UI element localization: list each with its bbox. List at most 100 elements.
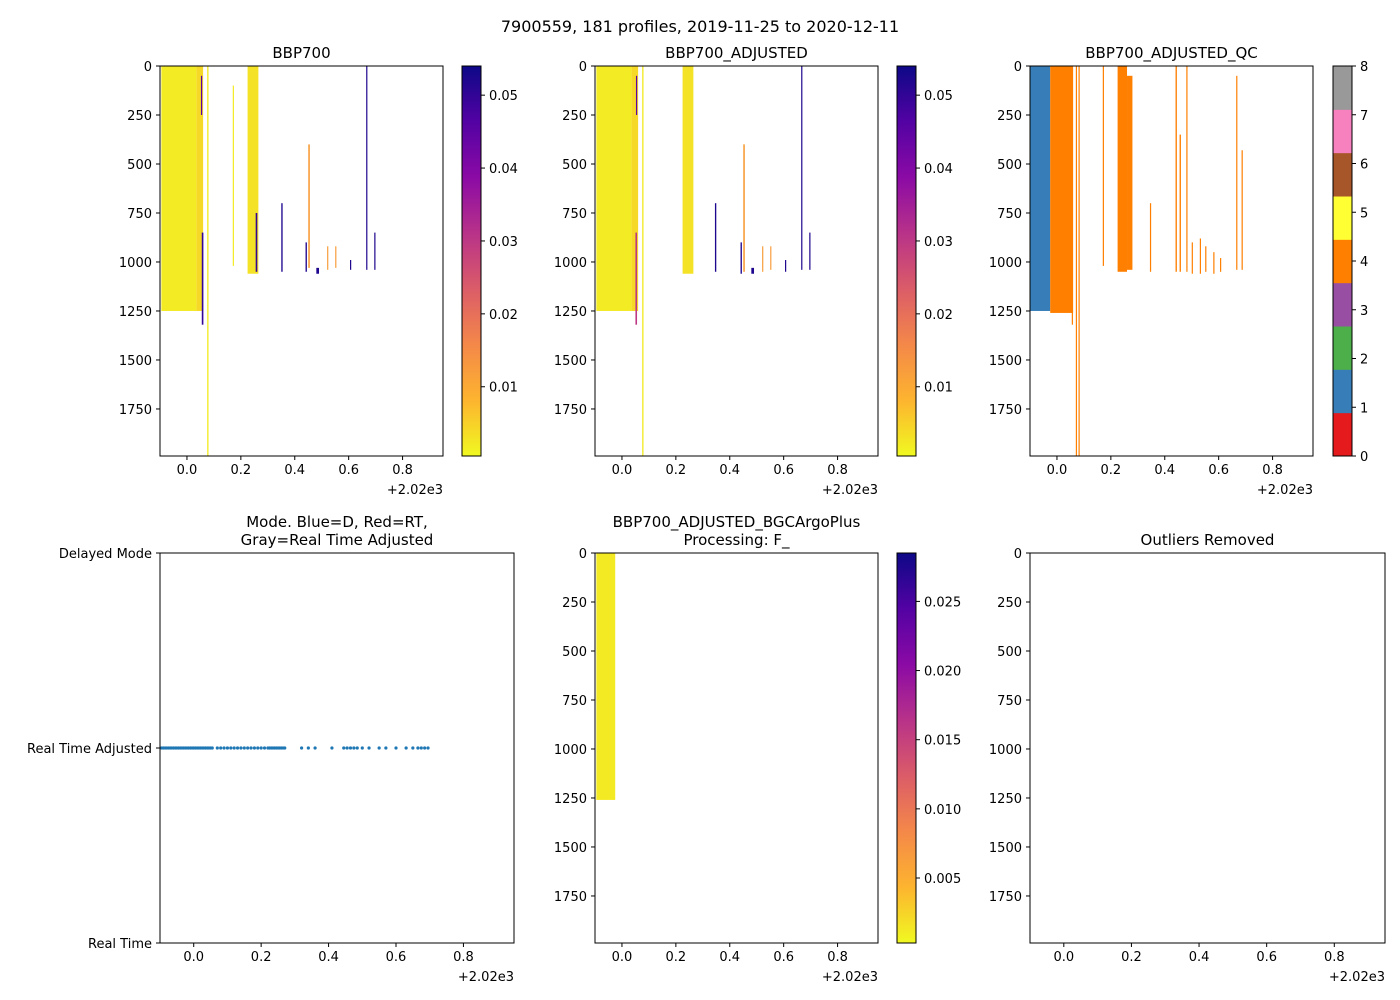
colorbar-tick-label: 0.005 [924, 872, 961, 887]
colorbar-tick-label: 3 [1360, 304, 1368, 319]
axes-frame [159, 65, 444, 457]
figure-suptitle: 7900559, 181 profiles, 2019-11-25 to 202… [501, 17, 899, 36]
colorbar-segment [1333, 152, 1352, 197]
y-tick-label: 1500 [119, 354, 152, 369]
plot-area [596, 66, 811, 456]
mode-point [306, 746, 310, 750]
x-offset-label: +2.02e3 [387, 483, 443, 498]
profile-bar [740, 242, 742, 274]
profile-bar [196, 66, 204, 311]
mode-point [252, 746, 256, 750]
colorbar-frame [461, 65, 482, 457]
y-tick-label: 0 [1014, 547, 1022, 562]
y-tick-label: 1500 [989, 841, 1022, 856]
mode-point [235, 746, 240, 750]
y-tick-label: 1000 [989, 743, 1022, 758]
y-tick-label: 500 [127, 158, 152, 173]
x-tick-label: 0.4 [719, 463, 740, 478]
profile-bar [305, 242, 307, 272]
mode-point [215, 746, 219, 750]
y-tick-label: 250 [127, 109, 152, 124]
profile-bar [751, 267, 755, 274]
profile-bar [801, 66, 803, 270]
y-tick-label: 0 [579, 547, 587, 562]
y-tick-label: 750 [562, 694, 587, 709]
colorbar-segment [1333, 66, 1352, 110]
mode-point [416, 746, 420, 750]
profile-bar [714, 203, 717, 272]
x-tick-label: 0.2 [666, 463, 687, 478]
colorbar-segment [1333, 369, 1352, 414]
x-tick-label: 0.6 [386, 950, 407, 965]
mode-point [355, 746, 359, 750]
profile-bar [316, 267, 320, 274]
profile-bar [350, 260, 352, 270]
colorbar-tick-label: 0.03 [924, 235, 953, 250]
colorbar-bbp700: 0.01 0.02 0.03 0.04 0.05 [461, 65, 518, 457]
profile-bar [635, 75, 638, 115]
profile-bar [1102, 66, 1104, 266]
profile-bar [596, 66, 632, 311]
colorbar-tick-label: 0 [1360, 450, 1368, 465]
colorbar-tick-label: 0.03 [489, 235, 518, 250]
x-tick-label: 0.0 [612, 463, 633, 478]
y-tick-label: 1750 [119, 403, 152, 418]
subplot-title-line2: Gray=Real Time Adjusted [241, 531, 434, 549]
colorbar-frame [896, 65, 917, 457]
profile-bar [642, 66, 644, 456]
y-tick-label: 1250 [119, 305, 152, 320]
colorbar-tick-label: 0.04 [924, 162, 953, 177]
subplot-bbp700: 0.0 0.2 0.4 0.6 0.8 +2.02e3 0 250 500 750 1000 1250… [119, 44, 518, 498]
x-tick-label: 0.8 [1324, 950, 1345, 965]
x-tick-label: 0.0 [177, 463, 198, 478]
subplot-title: BBP700 [272, 44, 330, 62]
mode-point [360, 746, 364, 750]
x-tick-label: 0.2 [666, 950, 687, 965]
mode-point [222, 746, 226, 750]
mode-point [394, 746, 398, 750]
y-tick-label: 1000 [554, 743, 587, 758]
mode-point [259, 746, 263, 750]
mode-point [300, 746, 304, 750]
y-tick-label: 500 [562, 158, 587, 173]
profile-bar [1075, 66, 1078, 456]
plot-area [161, 66, 376, 456]
subplot-title: Mode. Blue=D, Red=RT, [246, 513, 428, 531]
y-tick-label: 1750 [554, 403, 587, 418]
colorbar-tick-label: 8 [1360, 60, 1368, 75]
profile-bar [281, 203, 283, 272]
x-tick-label: 0.8 [453, 950, 474, 965]
x-tick-label: 0.8 [1262, 463, 1283, 478]
axes-frame [594, 552, 879, 944]
mode-point [348, 746, 353, 750]
colorbar-bbp700_adjusted_qc: 0 1 2 3 4 5 6 7 8 [1332, 60, 1368, 465]
y-tick-label: 1500 [989, 354, 1022, 369]
x-offset-label: +2.02e3 [822, 483, 878, 498]
profile-bar [366, 66, 368, 270]
plot-area [160, 746, 430, 750]
x-tick-label: 0.4 [284, 463, 305, 478]
mode-point [426, 746, 430, 750]
subplot-grid: 0.0 0.2 0.4 0.6 0.8 +2.02e3 0 250 500 750 1000 1250… [27, 44, 1386, 985]
mode-point [411, 746, 415, 750]
colorbar-segment [1333, 326, 1352, 370]
x-tick-label: 0.2 [1121, 950, 1142, 965]
colorbar-tick-label: 0.01 [924, 381, 953, 396]
y-tick-label: 0 [579, 60, 587, 75]
x-offset-label: +2.02e3 [458, 970, 514, 985]
profile-bar [743, 144, 745, 272]
x-tick-label: 0.0 [1053, 950, 1074, 965]
y-tick-label: 750 [997, 207, 1022, 222]
colorbar-fill [462, 66, 481, 456]
colorbar-segment [1333, 239, 1352, 284]
profile-bar [682, 66, 694, 274]
x-tick-label: 0.2 [1101, 463, 1122, 478]
y-tick-label: Real Time Adjusted [27, 742, 152, 757]
axes-frame [1029, 65, 1314, 457]
mode-point [225, 746, 230, 750]
x-tick-label: 0.0 [612, 950, 633, 965]
profile-bar [207, 66, 209, 456]
y-tick-label: 1750 [989, 890, 1022, 905]
